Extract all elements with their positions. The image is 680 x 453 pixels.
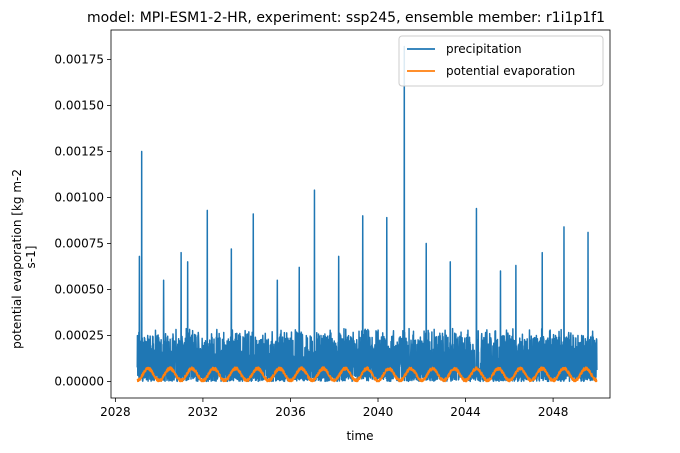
legend-box bbox=[398, 35, 604, 87]
legend: precipitation potential evaporation bbox=[398, 35, 604, 87]
x-axis-label: time bbox=[346, 429, 373, 443]
x-tick-label: 2040 bbox=[363, 405, 394, 419]
x-tick-label: 2044 bbox=[450, 405, 481, 419]
legend-label-1: precipitation bbox=[446, 42, 522, 56]
x-tick-label: 2036 bbox=[275, 405, 306, 419]
plot-area bbox=[136, 45, 598, 383]
legend-label-2: potential evaporation bbox=[446, 64, 575, 78]
x-tick-label: 2032 bbox=[188, 405, 219, 419]
y-tick-label: 0.00100 bbox=[54, 190, 104, 204]
y-axis-label: potential evaporation [kg m-2 s-1] bbox=[10, 165, 38, 349]
y-axis-label-line-1: potential evaporation [kg m-2 bbox=[10, 169, 24, 349]
y-tick-label: 0.00050 bbox=[54, 282, 104, 296]
y-axis-label-line-2: s-1] bbox=[24, 246, 38, 269]
axes: 2028 2032 2036 2040 2044 2048 0.00000 0.00025 0.… bbox=[54, 29, 611, 419]
x-tick-label: 2028 bbox=[100, 405, 131, 419]
y-tick-label: 0.00150 bbox=[54, 98, 104, 112]
y-tick-label: 0.00000 bbox=[54, 374, 104, 388]
chart-title: model: MPI-ESM1-2-HR, experiment: ssp245… bbox=[87, 10, 605, 26]
y-tick-label: 0.00125 bbox=[54, 144, 104, 158]
y-tick-label: 0.00075 bbox=[54, 236, 104, 250]
y-tick-label: 0.00025 bbox=[54, 328, 104, 342]
x-tick-label: 2048 bbox=[538, 405, 569, 419]
potential-evaporation-line bbox=[136, 366, 598, 383]
precipitation-line bbox=[136, 45, 598, 383]
plot-frame bbox=[110, 29, 611, 399]
y-tick-label: 0.00175 bbox=[54, 52, 104, 66]
